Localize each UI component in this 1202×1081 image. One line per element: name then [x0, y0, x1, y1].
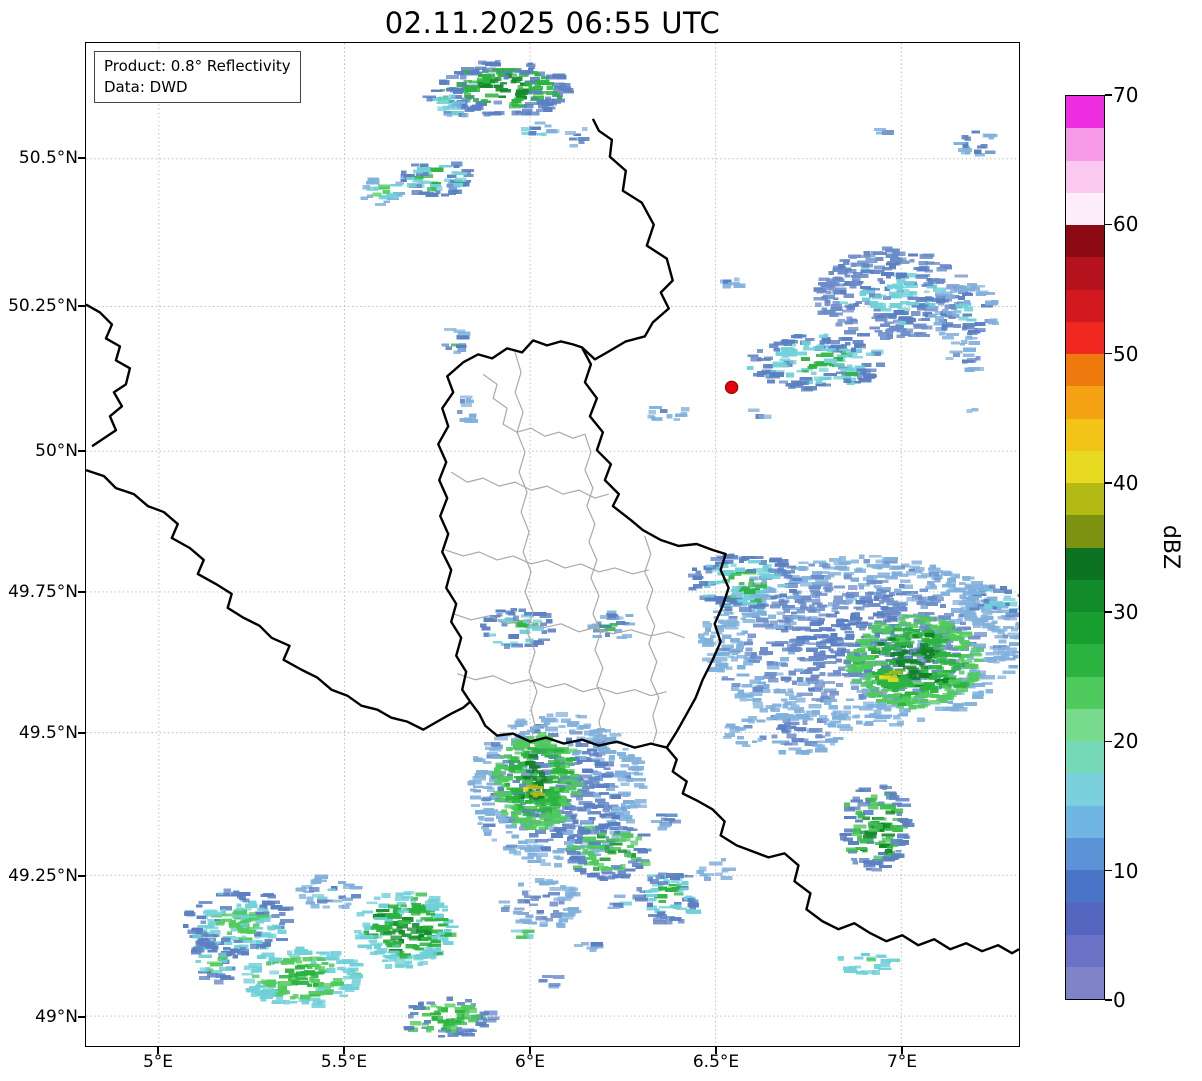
colorbar-segment — [1066, 934, 1104, 967]
x-axis-tick-mark — [529, 1047, 531, 1054]
y-axis-tick-label: 50°N — [35, 441, 78, 461]
colorbar — [1065, 95, 1105, 1000]
colorbar-segment — [1066, 160, 1104, 193]
colorbar-tick-mark — [1105, 870, 1112, 872]
colorbar-segment — [1066, 547, 1104, 580]
colorbar-segment — [1066, 644, 1104, 677]
map-plot: Product: 0.8° Reflectivity Data: DWD — [85, 42, 1020, 1047]
colorbar-segment — [1066, 837, 1104, 870]
product-info-box: Product: 0.8° Reflectivity Data: DWD — [94, 51, 301, 104]
y-axis-tick-mark — [78, 305, 85, 307]
y-axis-tick-label: 49.5°N — [18, 723, 78, 743]
grid-lines — [86, 43, 1019, 1046]
colorbar-tick-mark — [1105, 740, 1112, 743]
y-axis-tick-mark — [78, 1016, 85, 1018]
colorbar-tick-label: 70 — [1113, 83, 1139, 107]
colorbar-segment — [1066, 579, 1104, 612]
colorbar-tick-label: 50 — [1113, 341, 1139, 366]
colorbar-tick-label: 60 — [1113, 212, 1139, 237]
colorbar-segment — [1066, 773, 1104, 806]
colorbar-segment — [1066, 257, 1104, 290]
colorbar-tick-label: 20 — [1113, 729, 1139, 754]
y-axis-tick-mark — [78, 875, 85, 877]
y-axis-tick-label: 49.25°N — [8, 866, 78, 886]
y-axis-tick-label: 50.5°N — [18, 148, 78, 168]
colorbar-segment — [1066, 354, 1104, 387]
colorbar-tick-label: 10 — [1113, 858, 1139, 883]
colorbar-tick-label: 40 — [1113, 470, 1139, 495]
colorbar-segment — [1066, 192, 1104, 225]
colorbar-unit-label: dBZ — [1158, 524, 1183, 570]
colorbar-segment — [1066, 902, 1104, 935]
colorbar-tick-label: 0 — [1113, 988, 1126, 1012]
x-axis-tick-mark — [343, 1047, 345, 1054]
x-axis-tick-label: 7°E — [886, 1052, 918, 1072]
product-info-line: Product: 0.8° Reflectivity — [104, 57, 291, 75]
colorbar-tick-mark — [1105, 611, 1112, 613]
colorbar-segment — [1066, 289, 1104, 322]
figure-title: 02.11.2025 06:55 UTC — [384, 6, 721, 40]
colorbar-segment — [1066, 515, 1104, 548]
region-borders — [445, 352, 685, 744]
y-axis-tick-mark — [78, 591, 85, 593]
colorbar-segment — [1066, 612, 1104, 645]
colorbar-segment — [1066, 96, 1104, 129]
colorbar-tick-label: 30 — [1113, 600, 1139, 625]
colorbar-tick-mark — [1105, 999, 1112, 1001]
x-axis-tick-label: 6°E — [514, 1052, 546, 1072]
colorbar-segment — [1066, 870, 1104, 903]
x-axis-tick-label: 5.5°E — [320, 1052, 368, 1072]
colorbar-segment — [1066, 450, 1104, 483]
x-axis-tick-label: 5°E — [142, 1052, 174, 1072]
colorbar-segment — [1066, 321, 1104, 354]
colorbar-segment — [1066, 708, 1104, 741]
radar-map-canvas — [86, 43, 1019, 1046]
colorbar-tick-mark — [1105, 482, 1112, 484]
radar-echoes — [182, 60, 1019, 1038]
colorbar-segment — [1066, 676, 1104, 709]
colorbar-segment — [1066, 966, 1104, 999]
country-borders — [86, 118, 1019, 955]
y-axis-tick-label: 49°N — [35, 1007, 78, 1027]
colorbar-tick-mark — [1105, 352, 1112, 355]
y-axis-tick-label: 50.25°N — [8, 296, 78, 316]
colorbar-segment — [1066, 483, 1104, 516]
colorbar-tick-mark — [1105, 94, 1112, 96]
colorbar-segment — [1066, 805, 1104, 838]
y-axis-tick-mark — [78, 732, 85, 734]
y-axis-tick-mark — [78, 157, 85, 159]
x-axis-tick-mark — [715, 1047, 717, 1054]
colorbar-tick-mark — [1105, 223, 1112, 225]
colorbar-segment — [1066, 418, 1104, 451]
colorbar-segment — [1066, 741, 1104, 774]
x-axis-tick-label: 6.5°E — [692, 1052, 740, 1072]
colorbar-segment — [1066, 225, 1104, 258]
x-axis-tick-mark — [901, 1047, 903, 1054]
radar-site-marker — [724, 380, 739, 395]
colorbar-segment — [1066, 386, 1104, 419]
y-axis-tick-mark — [78, 450, 85, 452]
colorbar-segment — [1066, 128, 1104, 161]
y-axis-tick-label: 49.75°N — [8, 582, 78, 602]
x-axis-tick-mark — [157, 1047, 159, 1054]
data-source-line: Data: DWD — [104, 77, 188, 96]
